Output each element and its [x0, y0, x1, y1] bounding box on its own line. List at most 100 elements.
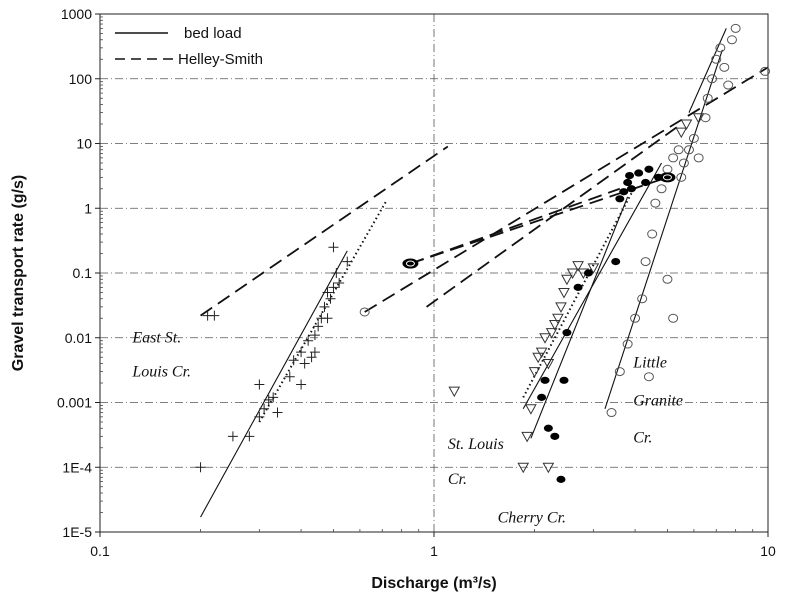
legend-label-helley-smith: Helley-Smith — [178, 51, 263, 68]
y-tick-label: 10 — [76, 136, 92, 152]
filled-circle-point — [537, 393, 547, 401]
triangle-point — [542, 462, 555, 474]
filled-circle-point — [641, 178, 651, 187]
triangle-point — [542, 359, 555, 370]
open-circle-point — [650, 198, 661, 208]
y-tick-label: 1000 — [61, 6, 92, 22]
grid — [100, 14, 768, 532]
filled-circle-point — [659, 172, 676, 183]
open-circle-point — [606, 408, 617, 418]
fit-line-dashed — [364, 66, 769, 313]
open-circle-point — [707, 74, 718, 84]
open-circle-point — [630, 313, 641, 323]
triangle-point — [555, 302, 567, 313]
y-tick-label: 0.001 — [57, 395, 92, 411]
open-circle-point — [656, 184, 667, 194]
filled-circle-point — [550, 432, 560, 440]
open-circle-point — [662, 274, 673, 284]
open-circle-point — [719, 62, 730, 72]
filled-circle-point — [540, 376, 550, 384]
plus-point — [309, 330, 320, 341]
triangle-point — [561, 274, 573, 286]
data-points — [195, 23, 771, 483]
plus-point — [288, 355, 299, 366]
filled-circle-point — [405, 260, 415, 267]
annotation-label: Cherry Cr. — [498, 510, 566, 527]
annotations: East St. Louis Cr. St. Louis Cr. Cherry Cr. L… — [131, 329, 683, 526]
plus-point — [296, 379, 307, 390]
fit-line-dashed — [200, 145, 449, 317]
filled-circle-point — [556, 475, 566, 483]
filled-circle-point — [625, 171, 635, 180]
plus-point — [325, 293, 336, 304]
open-circle-point — [711, 54, 722, 64]
plus-point — [227, 431, 238, 442]
x-tick-label: 0.1 — [90, 543, 110, 559]
open-circle-point — [693, 153, 704, 163]
open-circle-point — [673, 145, 684, 155]
filled-circle-point — [559, 376, 569, 384]
triangle-point — [448, 386, 461, 398]
fit-line-solid — [522, 162, 663, 410]
open-circle-point — [678, 158, 689, 168]
filled-circle-point — [615, 195, 625, 203]
open-circle-point — [622, 339, 633, 349]
fit-line-solid — [530, 196, 629, 439]
annotation-label: Little — [632, 354, 667, 371]
annotation-label: East St. — [131, 329, 181, 346]
triangle-point — [566, 268, 579, 280]
fit-lines — [200, 28, 769, 518]
filled-circle-point — [573, 283, 583, 291]
y-axis-title: Gravel transport rate (g/s) — [10, 175, 27, 372]
legend-label-bed-load: bed load — [184, 25, 242, 42]
triangle-point — [552, 313, 564, 325]
annotation-label: Louis Cr. — [131, 364, 191, 381]
filled-circle-point — [619, 188, 629, 196]
legend: bed load Helley-Smith — [106, 18, 296, 76]
open-circle-point — [715, 43, 726, 53]
fit-line-solid — [604, 49, 723, 409]
y-tick-label: 0.01 — [65, 330, 92, 346]
annotation-label: Cr. — [633, 430, 652, 447]
triangle-point — [521, 431, 533, 443]
plus-point — [254, 379, 265, 390]
annotation-label: Cr. — [448, 471, 467, 488]
plus-point — [342, 256, 353, 267]
open-circle-point — [643, 372, 654, 382]
filled-circle-point — [662, 174, 672, 181]
plus-point — [313, 321, 324, 332]
plus-point — [309, 347, 320, 358]
triangle-point — [517, 462, 530, 474]
fit-line-dotted — [258, 200, 388, 423]
triangle-point — [675, 127, 688, 139]
filled-circle-point — [623, 178, 633, 187]
open-circle-point — [723, 80, 734, 90]
filled-circle-point — [402, 258, 419, 269]
triangle-point — [548, 320, 561, 331]
plus-point — [322, 287, 333, 298]
plus-point — [263, 394, 274, 405]
triangle-point — [680, 119, 693, 131]
plus-point — [268, 392, 279, 403]
fit-line-solid — [688, 28, 727, 113]
filled-circle-point — [634, 169, 644, 177]
open-circle-point — [726, 35, 737, 45]
y-tick-label: 1E-5 — [62, 524, 92, 540]
y-tick-label: 1 — [84, 200, 92, 216]
open-circle-point — [688, 133, 699, 143]
plus-point — [272, 407, 283, 418]
plus-point — [254, 411, 265, 422]
filled-circle-point — [611, 257, 621, 266]
plus-point — [209, 310, 220, 321]
plus-point — [296, 347, 307, 358]
triangle-point — [535, 347, 548, 359]
open-circle-point — [359, 307, 370, 317]
axis-ticks — [95, 13, 769, 537]
annotation-label: St. Louis — [448, 436, 504, 453]
open-circle-point — [730, 23, 741, 33]
triangle-point — [587, 263, 600, 274]
y-tick-label: 1E-4 — [62, 459, 92, 475]
triangle-point — [558, 287, 570, 299]
